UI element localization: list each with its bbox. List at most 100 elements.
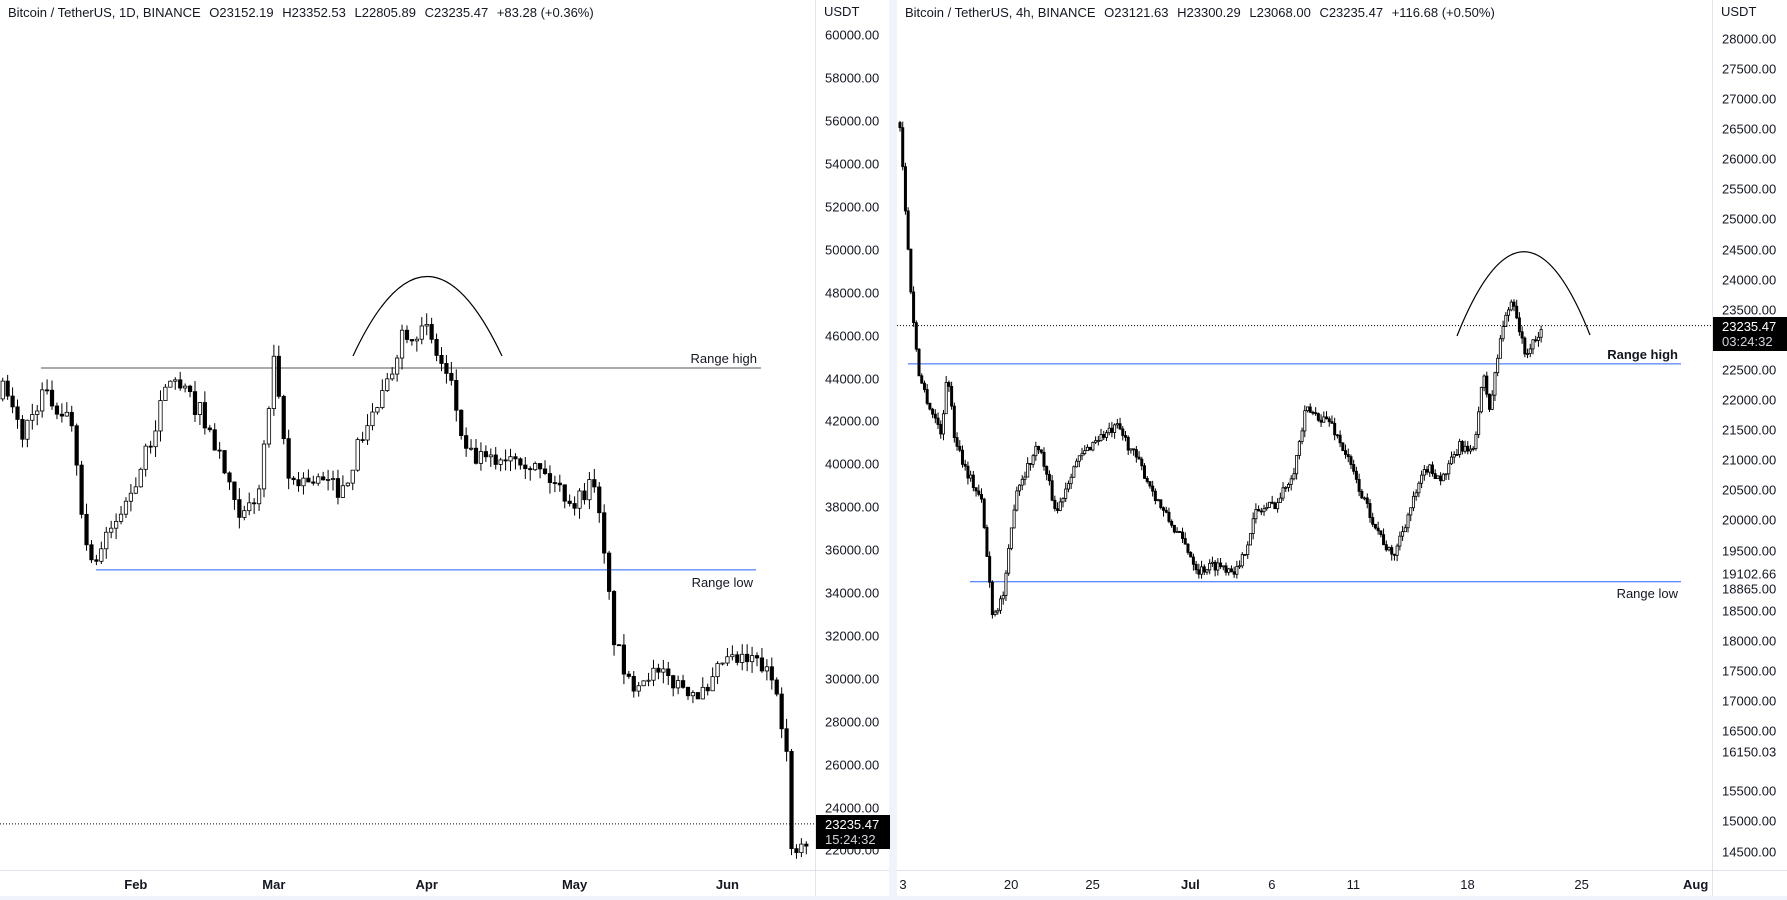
candle-body [1164,509,1168,513]
chart-pane-4h[interactable]: Bitcoin / TetherUS, 4h, BINANCE O23121.6… [897,0,1712,870]
candle-body [1387,547,1391,551]
price-tick: 60000.00 [825,27,880,43]
candle-body [1069,476,1073,485]
candle [1262,504,1266,516]
candle-body [473,447,479,464]
candle [1015,486,1019,512]
candle-body [944,382,948,415]
candle-body [1420,474,1424,484]
candle [1229,565,1233,573]
price-tick: 25500.00 [1722,181,1777,197]
candle-body [1037,445,1041,451]
candle-body [720,662,725,665]
candle [715,661,720,685]
candle-body [1123,435,1127,438]
candle-body [1352,464,1356,472]
candle [1251,512,1255,540]
candle-body [1058,501,1062,511]
candle [1216,558,1220,576]
candle [311,475,316,486]
candle-body [993,611,997,615]
candle [974,487,978,497]
candle-body [749,655,755,663]
candle [1414,489,1418,501]
candles-4h [897,120,1712,619]
candle [1325,411,1329,420]
candle [1208,559,1212,575]
candle-body [1496,357,1500,374]
candle [1047,470,1051,486]
candle [1281,482,1285,502]
candle-body [567,500,572,504]
candle [385,372,390,392]
candle-body [960,449,964,465]
candle [473,438,479,465]
candle-body [1379,530,1383,536]
candle [1463,440,1467,454]
candle-body [528,468,533,471]
candle [1240,552,1244,569]
pane-divider[interactable] [889,0,897,900]
candle [922,380,926,393]
candle [94,554,99,566]
candle-body [1262,508,1266,513]
candle [1292,467,1296,481]
candle-body [651,667,656,681]
candle-body [789,751,794,850]
candle [518,457,523,470]
candle-body [286,438,291,479]
time-axis-daily[interactable]: Feb Mar Apr May Jun [0,870,815,897]
candle-body [1012,509,1016,529]
candle-body [370,411,375,427]
candle [651,659,656,687]
candle-body [1126,436,1130,451]
price-axis-4h[interactable]: USDT 23235.47 03:24:32 28000.00 27500.00 2… [1712,0,1787,870]
candle [774,677,779,697]
candle-body [1341,442,1345,451]
price-axis-daily[interactable]: USDT 23235.47 15:24:32 60000.00 58000.00 5… [815,0,890,870]
candle [1349,454,1353,469]
candle [54,402,60,420]
candle-body [99,548,104,562]
candle [1213,559,1217,577]
candle [242,505,247,521]
candle-body [1042,451,1046,467]
candle [977,484,981,497]
candle-body [1292,473,1296,480]
candle [676,675,681,695]
candle-body [104,531,109,550]
candle [306,469,311,483]
candle-body [1417,482,1421,494]
candle [950,381,954,410]
candle [1504,312,1508,327]
chart-pane-daily[interactable]: Bitcoin / TetherUS, 1D, BINANCE O23152.1… [0,0,815,870]
legend-open: O23152.19 [209,5,274,20]
candle [611,589,617,656]
candle-body [656,667,661,673]
time-axis-4h[interactable]: 3 20 25 Jul 6 11 18 25 Aug [897,870,1712,897]
candle [133,477,138,495]
candle-body [404,329,410,340]
candle-body [1526,353,1530,355]
legend-low: L22805.89 [354,5,416,20]
candle-body [1436,475,1440,479]
candle-body [281,395,286,440]
candle-body [1384,544,1388,551]
candle-body [1091,441,1095,451]
candle-body [503,459,508,462]
price-tick: 28000.00 [1722,31,1777,47]
candle [419,317,424,345]
candle [966,461,970,485]
candle-body [153,430,158,448]
arc-drawing [352,276,503,357]
candle [128,484,133,512]
price-tick: 38000.00 [825,499,880,515]
candle-body [1276,502,1280,510]
candle-body [611,591,617,646]
candle [909,248,913,295]
candle-body [454,380,459,411]
candle [1420,470,1424,489]
candle-body [1102,434,1106,438]
candle-body [1346,454,1350,458]
candle-body [1471,448,1475,450]
